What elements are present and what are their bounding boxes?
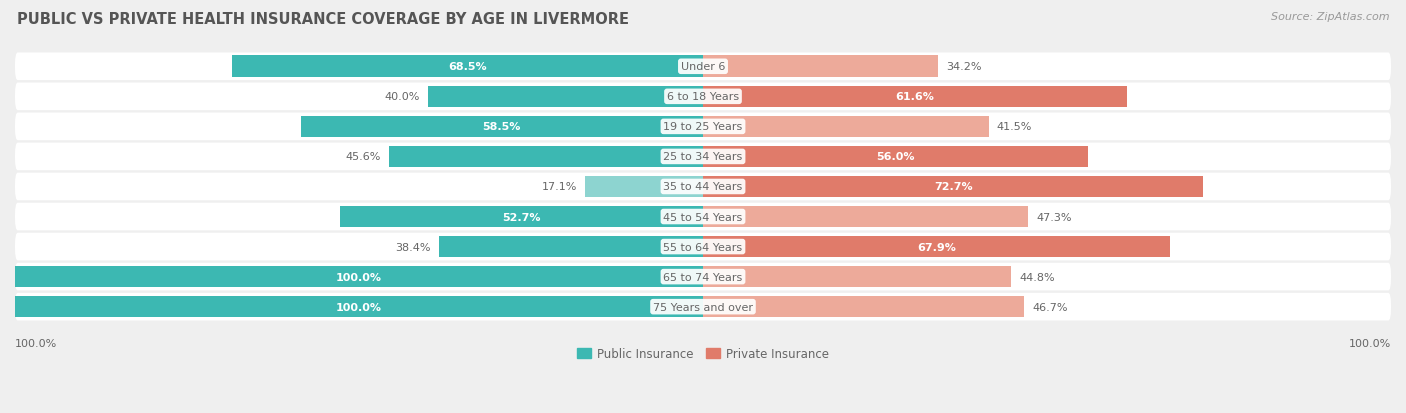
Bar [232,56,703,78]
Bar [439,236,703,258]
Bar [703,56,938,78]
Text: 35 to 44 Years: 35 to 44 Years [664,182,742,192]
Bar [703,176,1204,198]
Legend: Public Insurance, Private Insurance: Public Insurance, Private Insurance [572,342,834,365]
Text: 44.8%: 44.8% [1019,272,1054,282]
Bar [703,266,1011,288]
Bar [15,266,703,288]
Text: Under 6: Under 6 [681,62,725,72]
Text: 38.4%: 38.4% [395,242,430,252]
Text: 55 to 64 Years: 55 to 64 Years [664,242,742,252]
Text: 100.0%: 100.0% [336,272,382,282]
Text: 100.0%: 100.0% [15,338,58,348]
Text: 75 Years and over: 75 Years and over [652,302,754,312]
Text: 6 to 18 Years: 6 to 18 Years [666,92,740,102]
Bar [585,176,703,198]
Text: 61.6%: 61.6% [896,92,935,102]
Text: 19 to 25 Years: 19 to 25 Years [664,122,742,132]
FancyBboxPatch shape [15,173,1391,201]
Text: 72.7%: 72.7% [934,182,973,192]
Text: 47.3%: 47.3% [1036,212,1073,222]
FancyBboxPatch shape [15,293,1391,321]
FancyBboxPatch shape [15,263,1391,291]
Text: 56.0%: 56.0% [876,152,915,162]
Text: 46.7%: 46.7% [1032,302,1069,312]
FancyBboxPatch shape [15,143,1391,171]
Bar [301,116,703,138]
Bar [703,116,988,138]
Text: 68.5%: 68.5% [449,62,486,72]
Text: 100.0%: 100.0% [1348,338,1391,348]
Text: 17.1%: 17.1% [541,182,576,192]
FancyBboxPatch shape [15,203,1391,231]
Bar [703,296,1025,318]
Text: 40.0%: 40.0% [384,92,419,102]
Bar [340,206,703,228]
FancyBboxPatch shape [15,113,1391,141]
FancyBboxPatch shape [15,233,1391,261]
Text: 100.0%: 100.0% [336,302,382,312]
Bar [703,146,1088,168]
Bar [703,86,1126,108]
Text: 58.5%: 58.5% [482,122,522,132]
Text: 45 to 54 Years: 45 to 54 Years [664,212,742,222]
Text: Source: ZipAtlas.com: Source: ZipAtlas.com [1271,12,1389,22]
Text: 65 to 74 Years: 65 to 74 Years [664,272,742,282]
Text: 52.7%: 52.7% [502,212,541,222]
FancyBboxPatch shape [15,83,1391,111]
Text: 67.9%: 67.9% [917,242,956,252]
FancyBboxPatch shape [15,53,1391,81]
Text: 34.2%: 34.2% [946,62,981,72]
Bar [427,86,703,108]
Text: 41.5%: 41.5% [997,122,1032,132]
Bar [703,206,1028,228]
Text: 25 to 34 Years: 25 to 34 Years [664,152,742,162]
Text: 45.6%: 45.6% [346,152,381,162]
Text: PUBLIC VS PRIVATE HEALTH INSURANCE COVERAGE BY AGE IN LIVERMORE: PUBLIC VS PRIVATE HEALTH INSURANCE COVER… [17,12,628,27]
Bar [703,236,1170,258]
Bar [15,296,703,318]
Bar [389,146,703,168]
